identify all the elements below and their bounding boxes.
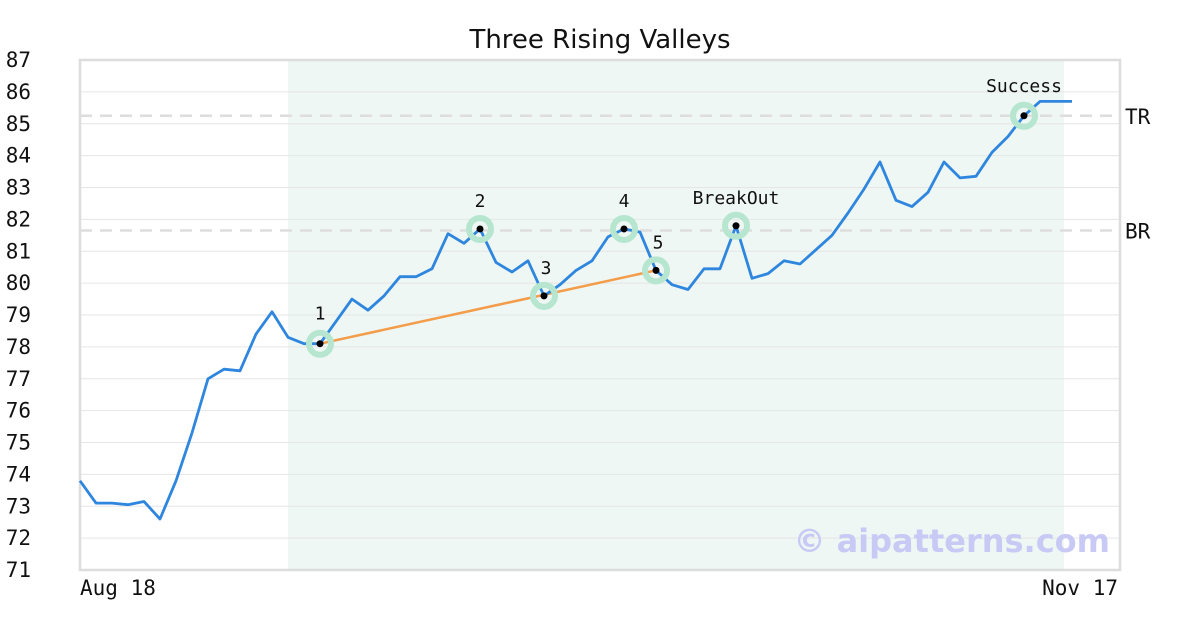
y-tick-label: 86 [6,80,31,104]
marker-dot [653,267,660,274]
y-tick-label: 79 [6,303,31,327]
y-tick-label: 73 [6,494,31,518]
y-tick-label: 74 [6,462,31,486]
y-tick-label: 78 [6,335,31,359]
level-label-tr: TR [1125,105,1151,129]
annotation-label: 5 [653,232,664,253]
y-tick-label: 71 [6,558,31,582]
y-tick-label: 72 [6,526,31,550]
annotation-label: Success [986,76,1062,97]
y-tick-label: 85 [6,112,31,136]
x-tick-label: Nov 17 [1042,576,1118,600]
y-tick-label: 83 [6,176,31,200]
y-axis-ticks: 71 72 73 74 75 76 77 78 79 80 81 82 83 84 85 86 87 [6,48,31,582]
y-tick-label: 80 [6,271,31,295]
annotation-label: 1 [315,304,326,325]
y-tick-label: 81 [6,239,31,263]
y-tick-label: 75 [6,431,31,455]
y-tick-label: 77 [6,367,31,391]
marker-dot [1021,112,1028,119]
chart-title: Three Rising Valleys [468,25,730,55]
y-tick-label: 76 [6,399,31,423]
watermark: © aipatterns.com [793,522,1110,560]
marker-dot [317,340,324,347]
annotation-label: BreakOut [693,188,780,209]
marker-dot [541,292,548,299]
y-tick-label: 87 [6,48,31,72]
y-tick-label: 82 [6,207,31,231]
marker-dot [477,225,484,232]
annotation-label: 2 [475,191,486,212]
level-label-br: BR [1125,220,1151,244]
annotation-label: 4 [619,191,630,212]
y-tick-label: 84 [6,144,31,168]
marker-dot [733,222,740,229]
x-tick-label: Aug 18 [80,576,156,600]
marker-dot [621,225,628,232]
annotation-label: 3 [541,258,552,279]
